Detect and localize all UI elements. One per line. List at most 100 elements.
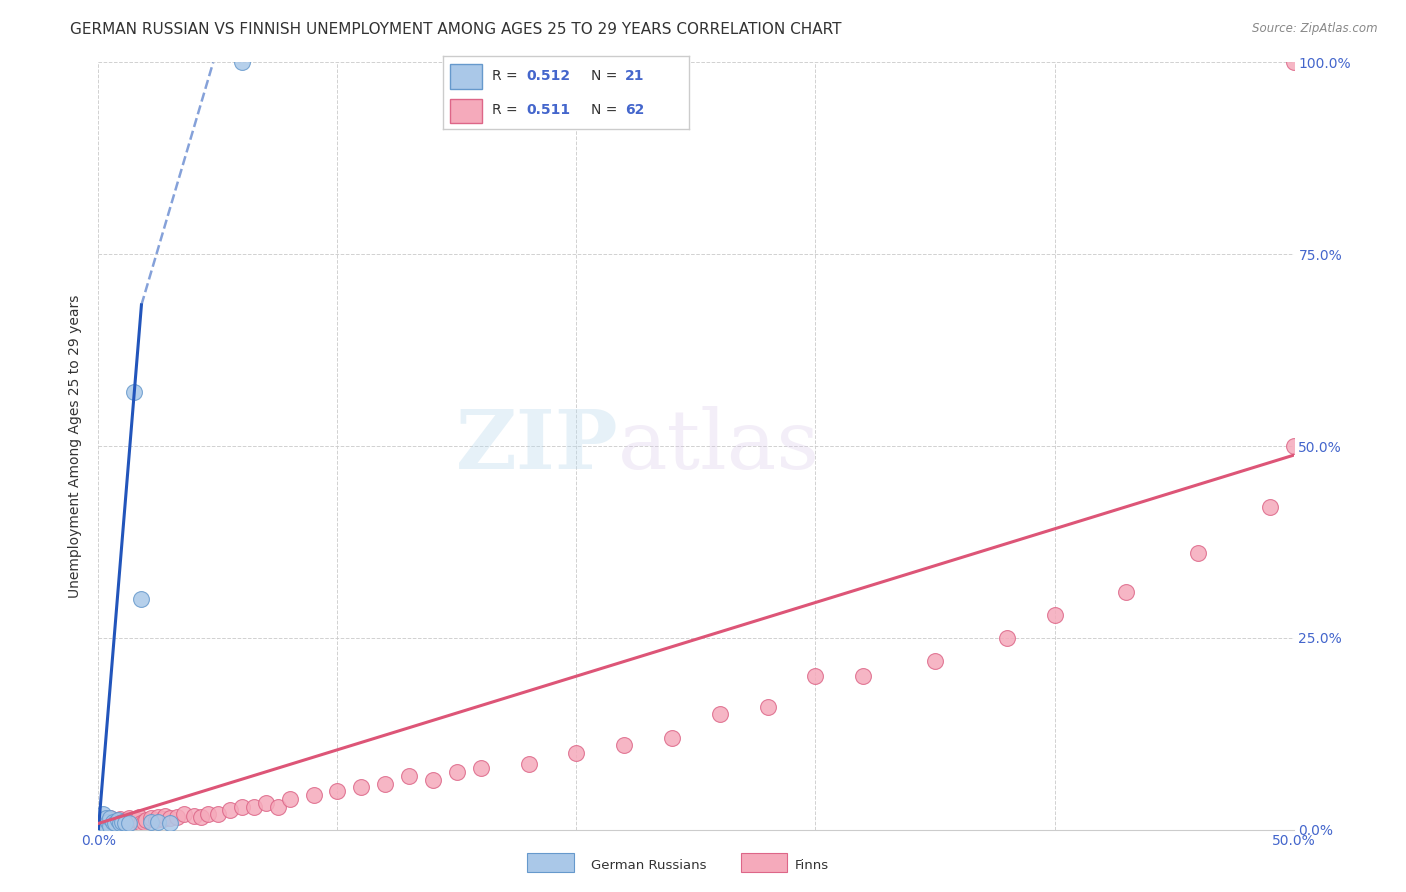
Point: [166, 810, 188, 824]
Point: [155, 809, 177, 823]
Point: [517, 757, 540, 772]
Point: [613, 738, 636, 752]
Point: [118, 811, 141, 825]
Point: [111, 814, 134, 829]
Text: 62: 62: [624, 103, 644, 117]
Text: GERMAN RUSSIAN VS FINNISH UNEMPLOYMENT AMONG AGES 25 TO 29 YEARS CORRELATION CHA: GERMAN RUSSIAN VS FINNISH UNEMPLOYMENT A…: [70, 22, 842, 37]
Y-axis label: Unemployment Among Ages 25 to 29 years: Unemployment Among Ages 25 to 29 years: [69, 294, 83, 598]
Text: R =: R =: [492, 103, 522, 117]
Point: [115, 814, 138, 828]
Point: [98, 811, 122, 825]
Point: [121, 814, 143, 829]
Point: [159, 811, 181, 825]
Point: [231, 55, 253, 70]
Point: [91, 807, 114, 822]
Point: [207, 807, 229, 822]
Point: [114, 814, 136, 829]
Point: [398, 769, 420, 783]
Point: [152, 812, 174, 826]
Point: [350, 780, 373, 795]
Point: [131, 592, 153, 607]
Point: [90, 814, 112, 829]
Point: [1282, 439, 1305, 453]
Point: [97, 814, 120, 829]
Point: [128, 810, 150, 824]
Point: [190, 810, 212, 824]
Point: [132, 814, 155, 829]
Point: [91, 814, 114, 829]
Point: [97, 818, 120, 832]
Point: [124, 385, 146, 400]
Point: [1258, 500, 1281, 515]
Point: [173, 807, 195, 822]
Point: [135, 813, 157, 827]
Point: [107, 814, 129, 828]
Point: [104, 816, 127, 830]
Point: [139, 814, 162, 829]
Text: Finns: Finns: [794, 859, 828, 871]
Point: [1115, 584, 1137, 599]
Point: [183, 809, 205, 823]
Point: [90, 819, 112, 833]
Point: [118, 816, 141, 830]
Point: [565, 746, 588, 760]
Point: [1043, 607, 1066, 622]
Point: [243, 799, 266, 814]
Point: [101, 816, 124, 830]
Point: [148, 810, 170, 824]
Text: N =: N =: [591, 69, 621, 83]
Point: [94, 811, 117, 825]
Point: [995, 631, 1018, 645]
Point: [219, 804, 242, 818]
Point: [231, 799, 253, 814]
Text: 0.511: 0.511: [527, 103, 571, 117]
Point: [131, 816, 153, 830]
FancyBboxPatch shape: [450, 99, 482, 123]
Text: ZIP: ZIP: [456, 406, 619, 486]
Point: [111, 816, 134, 830]
Point: [374, 776, 396, 790]
Point: [108, 816, 131, 830]
Point: [159, 816, 181, 830]
Point: [852, 669, 875, 683]
Text: 0.512: 0.512: [527, 69, 571, 83]
Point: [326, 784, 349, 798]
Point: [94, 814, 117, 828]
Text: German Russians: German Russians: [591, 859, 706, 871]
Point: [661, 731, 683, 745]
Point: [125, 814, 148, 828]
Point: [139, 811, 162, 825]
Point: [124, 812, 146, 826]
Point: [148, 814, 170, 829]
Point: [924, 654, 946, 668]
Text: N =: N =: [591, 103, 621, 117]
Point: [98, 811, 122, 825]
Point: [1187, 546, 1209, 560]
Text: R =: R =: [492, 69, 522, 83]
Point: [101, 814, 124, 829]
Point: [709, 707, 731, 722]
Point: [91, 816, 114, 830]
Point: [1282, 55, 1305, 70]
Point: [278, 792, 301, 806]
Text: atlas: atlas: [619, 406, 821, 486]
Point: [804, 669, 827, 683]
Point: [446, 765, 468, 780]
Text: 21: 21: [624, 69, 644, 83]
Point: [197, 807, 219, 822]
FancyBboxPatch shape: [450, 64, 482, 89]
Point: [145, 814, 167, 828]
Point: [94, 819, 117, 833]
Point: [470, 761, 492, 775]
Point: [108, 812, 131, 826]
Point: [756, 699, 779, 714]
Point: [302, 788, 325, 802]
Text: Source: ZipAtlas.com: Source: ZipAtlas.com: [1253, 22, 1378, 36]
Point: [98, 819, 122, 833]
Point: [107, 814, 129, 829]
Point: [104, 814, 127, 828]
Point: [422, 772, 444, 787]
Point: [254, 796, 277, 810]
Point: [267, 799, 290, 814]
Point: [114, 816, 136, 830]
